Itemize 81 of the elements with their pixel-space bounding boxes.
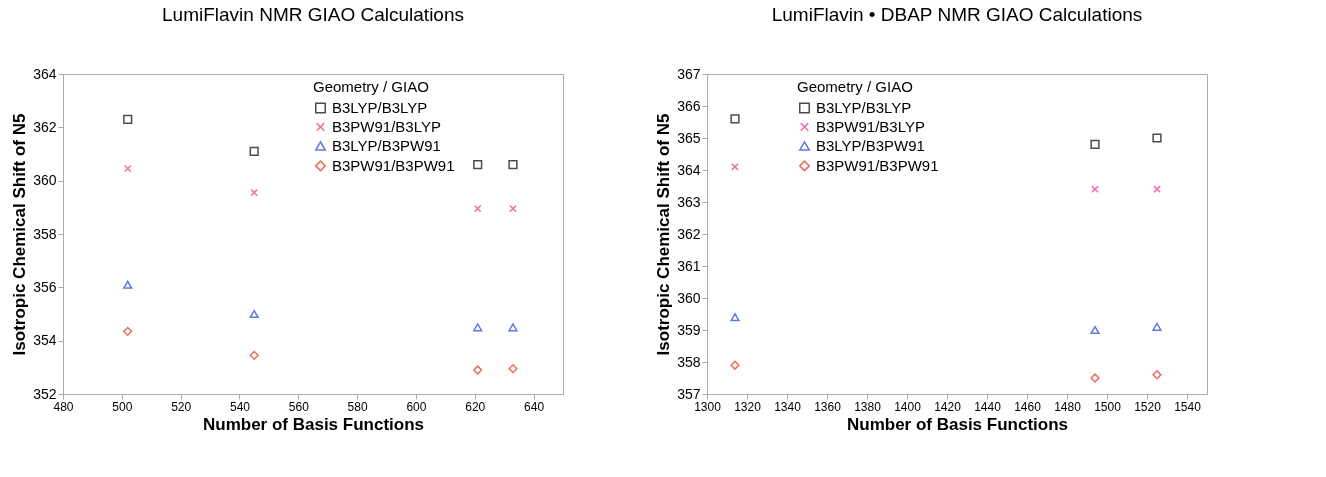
legend-label: B3PW91/B3LYP [332,117,441,135]
legend-label: B3LYP/B3LYP [816,98,912,116]
y-tick-label: 358 [677,353,701,370]
point [123,326,133,336]
point [249,350,259,360]
y-tick-label: 365 [677,129,701,146]
point [473,160,483,170]
x-tick-label: 500 [112,399,133,414]
legend-label: B3LYP/B3PW91 [816,136,925,154]
y-tick-label: 360 [33,172,57,189]
x-axis-title: Number of Basis Functions [202,414,425,434]
legend-label: B3LYP/B3PW91 [332,136,441,154]
x-tick-label: 1520 [1134,399,1162,414]
x-tick-label: 560 [288,399,310,414]
point [473,365,483,375]
y-tick-label: 367 [677,65,701,82]
chart-title: LumiFlavin • DBAP NMR GIAO Calculations [771,4,1143,25]
x-tick-label: 540 [229,399,251,414]
point [1152,370,1162,380]
point [473,204,482,213]
y-axis-title: Isotropic Chemical Shift of N5 [10,113,30,356]
point [1152,322,1162,331]
point [123,114,133,124]
y-axis-title: Isotropic Chemical Shift of N5 [654,113,674,356]
point [1090,325,1100,335]
y-tick-label: 359 [677,321,701,338]
legend-label: B3PW91/B3PW91 [332,156,455,174]
y-tick-label: 362 [33,118,57,135]
y-tick-label: 358 [33,225,57,242]
chart-title: LumiFlavin NMR GIAO Calculations [162,4,464,25]
point [1091,185,1099,194]
point [730,114,740,124]
y-tick-label: 366 [677,97,701,114]
point [508,364,518,374]
y-tick-label: 362 [677,225,701,242]
x-tick-label: 1460 [1014,399,1042,414]
point [1152,133,1162,143]
point [508,323,518,332]
x-tick-label: 520 [171,399,192,414]
y-tick-label: 352 [33,385,57,402]
legend-label: B3PW91/B3LYP [816,117,925,135]
x-tick-label: 620 [465,399,486,414]
y-tick-label: 364 [677,161,701,178]
x-tick-label: 1380 [854,399,882,414]
point [123,164,132,173]
x-tick-label: 1400 [894,399,922,414]
x-tick-label: 480 [53,399,74,414]
x-tick-label: 640 [524,399,545,414]
y-tick-label: 364 [33,65,57,82]
y-tick-label: 363 [677,193,701,210]
point [1090,139,1100,150]
point [730,313,740,322]
legend-label: B3LYP/B3LYP [332,98,428,116]
x-tick-label: 1480 [1054,399,1082,414]
point [508,160,518,170]
point [730,360,740,370]
point [123,280,133,289]
x-tick-label: 1500 [1094,399,1122,414]
legend-title: Geometry / GIAO [313,78,429,96]
point [249,146,259,156]
y-tick-label: 361 [677,257,701,274]
x-tick-label: 1300 [694,399,722,414]
x-tick-label: 1320 [734,399,762,414]
x-axis-title: Number of Basis Functions [846,414,1069,434]
point [1090,373,1100,383]
legend-title: Geometry / GIAO [797,78,913,96]
x-tick-label: 1360 [814,399,842,414]
x-tick-label: 1540 [1174,399,1202,414]
legend-label: B3PW91/B3PW91 [816,156,939,174]
y-tick-label: 357 [677,385,701,402]
point [1153,185,1161,194]
y-tick-label: 360 [677,289,701,306]
x-tick-label: 1340 [774,399,802,414]
x-tick-label: 600 [406,399,427,414]
x-tick-label: 580 [347,399,368,414]
point [249,309,259,319]
point [473,323,483,332]
x-tick-label: 1440 [974,399,1002,414]
y-tick-label: 354 [33,332,57,349]
y-tick-label: 356 [33,278,57,295]
x-tick-label: 1420 [934,399,962,414]
